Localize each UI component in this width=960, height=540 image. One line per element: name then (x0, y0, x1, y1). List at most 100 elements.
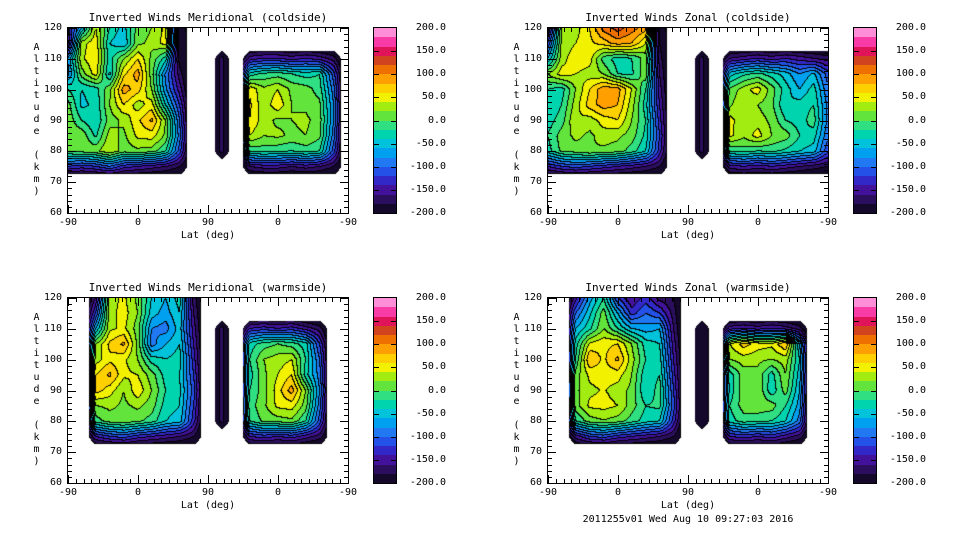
y-axis-tick (824, 471, 828, 472)
x-axis-tick (192, 298, 193, 302)
y-axis-tick (340, 59, 348, 60)
colorbar-band (374, 139, 396, 149)
y-axis-tick (548, 34, 552, 35)
colorbar-tick (391, 391, 396, 392)
x-tick-label: 0 (134, 487, 142, 498)
colorbar-tick (854, 144, 859, 145)
x-axis-tick (696, 479, 697, 483)
colorbar-tick (374, 121, 379, 122)
colorbar-tick (374, 344, 379, 345)
y-axis-tick (548, 354, 552, 355)
y-axis-tick (68, 310, 72, 311)
y-axis-tick (824, 164, 828, 165)
y-axis-tick (548, 151, 556, 152)
colorbar-band (854, 344, 876, 354)
y-tick-label: 90 (49, 384, 62, 396)
y-axis-tick (548, 317, 552, 318)
y-axis-tick (340, 182, 348, 183)
x-axis-tick (781, 298, 782, 302)
colorbar-tick-label: -100.0 (889, 430, 926, 442)
x-axis-tick (107, 479, 108, 483)
x-axis-tick (704, 28, 705, 32)
x-axis-tick (255, 209, 256, 213)
y-axis-tick (548, 409, 552, 410)
y-axis-tick (548, 384, 552, 385)
colorbar-tick (374, 97, 379, 98)
x-axis-tick (192, 28, 193, 32)
x-axis-tick (742, 298, 743, 302)
x-axis-tick (595, 479, 596, 483)
x-axis-tick (812, 28, 813, 32)
x-axis-tick (711, 479, 712, 483)
x-axis-tick (286, 209, 287, 213)
x-axis-tick (587, 298, 588, 302)
colorbar-tick (391, 144, 396, 145)
y-tick-label: 120 (43, 292, 62, 303)
x-axis-tick (587, 479, 588, 483)
colorbar-tick (871, 190, 876, 191)
x-axis-tick (192, 479, 193, 483)
x-axis-tick (76, 28, 77, 32)
x-axis-tick (231, 298, 232, 302)
y-axis-tick (548, 102, 552, 103)
x-axis-tick (812, 209, 813, 213)
y-axis-tick (824, 458, 828, 459)
x-axis-tick (750, 479, 751, 483)
y-axis-tick (68, 158, 72, 159)
x-axis-tick (742, 28, 743, 32)
x-axis-tick (657, 298, 658, 302)
colorbar-tick (871, 121, 876, 122)
colorbar-tick (871, 367, 876, 368)
x-axis-tick (231, 209, 232, 213)
x-axis-tick (727, 28, 728, 32)
colorbar-tick (374, 144, 379, 145)
y-axis-tick (548, 53, 552, 54)
y-axis-tick (68, 458, 72, 459)
x-axis-tick (177, 209, 178, 213)
colorbar-band (854, 464, 876, 475)
panel-meridional-coldside: Inverted Winds Meridional (coldside) Lat… (33, 11, 357, 241)
x-axis-tick (122, 479, 123, 483)
x-axis-tick (602, 209, 603, 213)
y-axis-tick (340, 421, 348, 422)
x-axis-tick (641, 209, 642, 213)
x-axis-tick (820, 298, 821, 302)
y-axis-tick (344, 201, 348, 202)
x-tick-label: 0 (754, 217, 762, 228)
y-axis-tick (824, 378, 828, 379)
y-axis-tick (68, 440, 72, 441)
x-axis-tick (138, 205, 139, 213)
y-axis-tick (344, 188, 348, 189)
x-axis-tick (774, 479, 775, 483)
y-axis-tick (548, 127, 552, 128)
y-axis-tick (344, 458, 348, 459)
colorbar-band (374, 446, 396, 456)
x-axis-tick (657, 209, 658, 213)
colorbar-tick-label: 200.0 (415, 22, 446, 33)
x-axis-tick (247, 298, 248, 302)
x-axis-tick (564, 479, 565, 483)
y-axis-tick (68, 403, 72, 404)
x-axis-tick (208, 205, 209, 213)
x-axis-tick (618, 475, 619, 483)
colorbar: 200.0 150.0 100.0 50.0 0.0 -50.0 -100.0 -150.0 -… (853, 22, 926, 218)
y-axis-tick (548, 114, 552, 115)
x-axis-tick (789, 479, 790, 483)
x-axis-tick (99, 479, 100, 483)
colorbar-tick (391, 51, 396, 52)
y-axis-tick (824, 102, 828, 103)
x-axis-tick (146, 479, 147, 483)
x-axis-tick (789, 209, 790, 213)
y-axis-tick (68, 434, 72, 435)
y-axis-tick (68, 170, 72, 171)
colorbar-tick-label: 200.0 (895, 22, 926, 33)
x-axis-tick (688, 205, 689, 213)
x-axis-tick (68, 475, 69, 483)
colorbar-tick (391, 167, 396, 168)
colorbar-band (374, 399, 396, 410)
y-axis-tick (820, 182, 828, 183)
x-axis-tick (325, 209, 326, 213)
y-axis-tick (548, 28, 556, 29)
x-axis-tick (711, 209, 712, 213)
